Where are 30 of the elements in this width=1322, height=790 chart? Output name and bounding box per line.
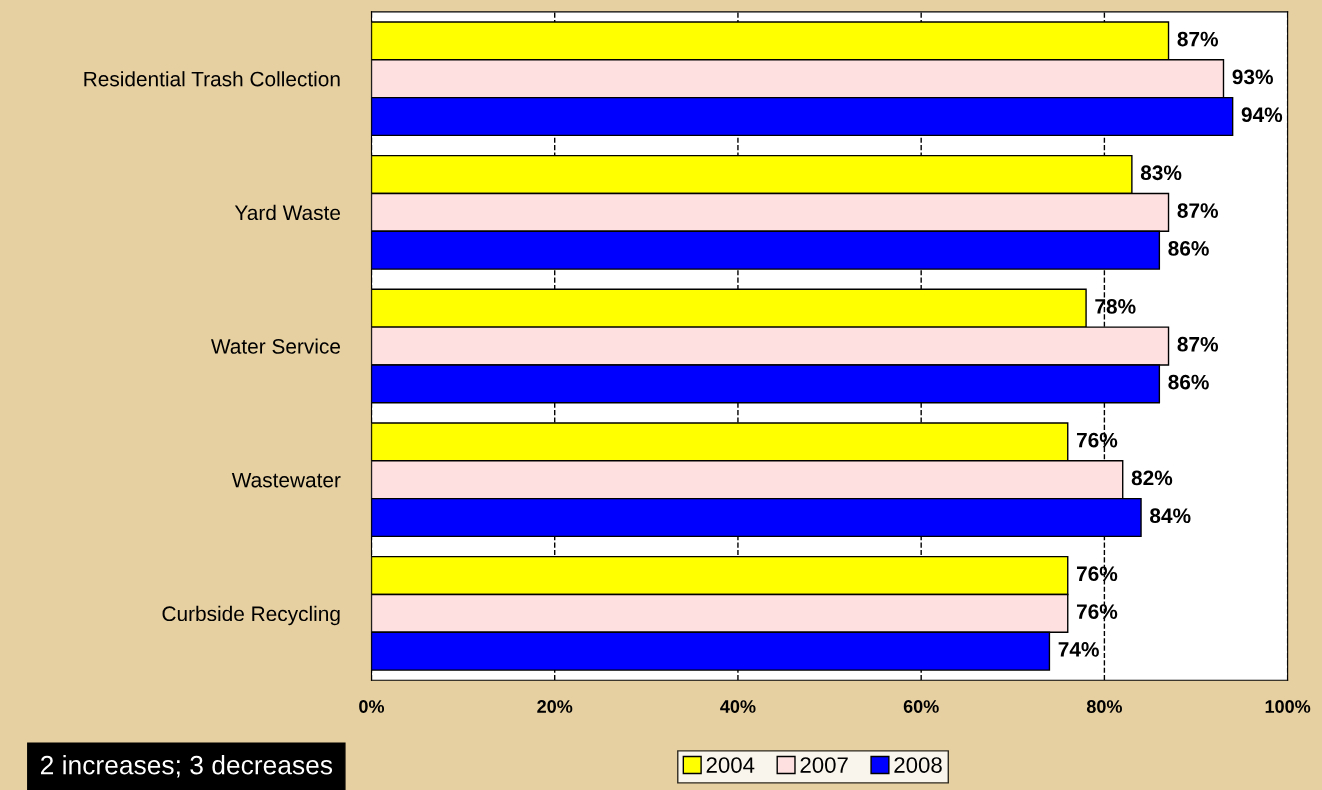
data-label: 78% [1095, 299, 1136, 314]
x-tick-label: 0% [359, 700, 385, 713]
data-label: 87% [1177, 31, 1219, 47]
data-label: 82% [1131, 470, 1173, 486]
legend-label: 2007 [800, 757, 848, 773]
data-label: 76% [1076, 604, 1118, 619]
x-tick-label: 20% [537, 700, 573, 713]
x-tick-label: 60% [903, 700, 939, 713]
data-label: 87% [1177, 336, 1219, 352]
data-label: 76% [1076, 432, 1118, 448]
data-label: 76% [1076, 566, 1118, 582]
y-tick-label: Water Service [210, 338, 341, 354]
legend-label: 2008 [894, 757, 942, 773]
data-label: 86% [1168, 374, 1209, 390]
y-tick-label: Wastewater [231, 472, 341, 488]
data-label: 83% [1140, 165, 1182, 181]
data-label: 74% [1058, 642, 1099, 657]
data-label: 87% [1177, 203, 1219, 218]
data-label: 93% [1232, 69, 1273, 85]
x-tick-label: 80% [1086, 700, 1122, 713]
x-tick-label: 40% [720, 700, 756, 713]
data-label: 94% [1241, 107, 1283, 123]
legend-label: 2004 [706, 757, 755, 773]
y-tick-label: Yard Waste [234, 204, 341, 221]
x-tick-label: 100% [1265, 700, 1311, 713]
y-tick-label: Curbside Recycling [162, 605, 340, 626]
data-label: 86% [1168, 241, 1209, 256]
data-label: 84% [1150, 508, 1191, 524]
y-tick-label: Residential Trash Collection [84, 71, 340, 87]
text: 2 increases; 3 decreases [40, 755, 333, 778]
